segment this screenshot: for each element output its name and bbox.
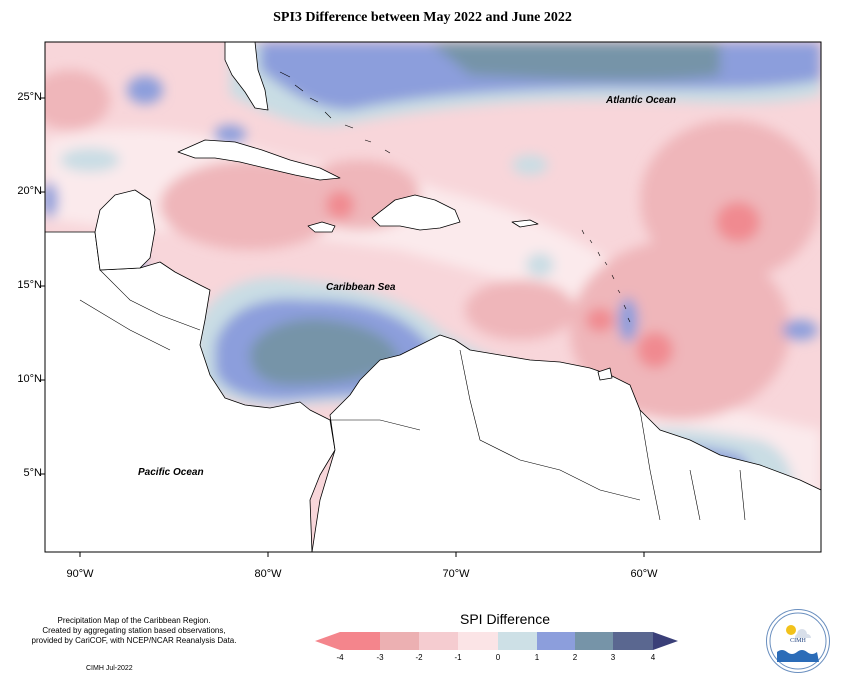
- waves-icon: [777, 650, 819, 662]
- land-jamaica: [307, 221, 336, 233]
- map-title: SPI3 Difference between May 2022 and Jun…: [273, 10, 572, 25]
- legend-tick-label: -4: [336, 653, 344, 662]
- spi-blue-spot-cuba: [214, 125, 246, 145]
- credits-line-2: Created by aggregating station based obs…: [42, 626, 226, 635]
- spi-blue-spot-west-edge: [45, 182, 58, 218]
- logo-text: CIMH: [790, 638, 806, 644]
- lon-label-60w: 60°W: [630, 568, 658, 580]
- cimh-logo: CIMH: [766, 609, 830, 673]
- lon-label-70w: 70°W: [442, 568, 470, 580]
- country-borders-central-america: [79, 269, 201, 351]
- lon-label-80w: 80°W: [254, 568, 282, 580]
- land-yucatan: [94, 189, 156, 271]
- island-chain-lesser-antilles: [581, 229, 631, 323]
- legend-swatch: [537, 632, 575, 650]
- spi-slate-south-caribbean: [249, 318, 400, 385]
- spi-blue-spot-east: [782, 320, 818, 340]
- land-florida: [224, 42, 269, 111]
- legend-colorbar: [315, 632, 678, 650]
- legend-swatch: [575, 632, 613, 650]
- legend-arrow-left: [315, 632, 340, 650]
- legend-tick-label: -2: [415, 653, 423, 662]
- legend-tick-label: 2: [572, 653, 578, 662]
- land-hispaniola: [371, 194, 461, 231]
- label-caribbean-sea: Caribbean Sea: [326, 282, 396, 293]
- legend-swatch: [498, 632, 537, 650]
- legend-swatch: [380, 632, 419, 650]
- legend-tick-label: 1: [534, 653, 540, 662]
- lat-label-10n: 10°N: [17, 373, 42, 385]
- label-pacific-ocean: Pacific Ocean: [138, 467, 204, 478]
- spi-blue-spot-bahamas: [127, 76, 163, 104]
- spi-blue-spot-lesser-antilles: [618, 298, 638, 342]
- credits-block: Precipitation Map of the Caribbean Regio…: [14, 616, 254, 646]
- lat-label-20n: 20°N: [17, 185, 42, 197]
- legend-swatch: [340, 632, 380, 650]
- country-borders-south-america: [330, 349, 746, 521]
- legend-swatch: [419, 632, 458, 650]
- spi-red-core-antilles: [586, 308, 614, 332]
- land-puerto-rico: [511, 219, 539, 228]
- map-frame: [44, 41, 822, 553]
- spi-pink-east-atlantic: [640, 120, 820, 280]
- cloud-icon: [794, 629, 811, 638]
- spi-light-spot-north: [512, 155, 548, 175]
- land-central-america: [45, 231, 336, 552]
- spi-pink-lesser-antilles: [570, 240, 790, 420]
- legend-tick-label: -3: [376, 653, 384, 662]
- lat-label-25n: 25°N: [17, 91, 42, 103]
- island-chain-bahamas: [279, 71, 391, 154]
- label-atlantic-ocean: Atlantic Ocean: [606, 95, 677, 106]
- spi-red-core-south: [637, 332, 673, 368]
- legend-tick-label: -1: [454, 653, 462, 662]
- lat-label-15n: 15°N: [17, 279, 42, 291]
- lon-label-90w: 90°W: [66, 568, 94, 580]
- credits-line-3: provided by CariCOF, with NCEP/NCAR Rean…: [31, 636, 237, 645]
- legend-title: SPI Difference: [459, 611, 550, 627]
- legend-arrow-right: [653, 632, 678, 650]
- spi-light-spot-west: [60, 148, 120, 172]
- spi-red-core-central: [326, 191, 354, 219]
- legend-tick-label: 4: [650, 653, 656, 662]
- lat-label-5n: 5°N: [23, 467, 42, 479]
- spi-pink-west-caribbean: [160, 160, 340, 250]
- spi-red-core-east: [716, 202, 760, 242]
- spi-pink-northwest: [45, 70, 110, 130]
- legend-tick-label: 0: [495, 653, 501, 662]
- legend-swatch: [458, 632, 498, 650]
- credits-line-1: Precipitation Map of the Caribbean Regio…: [57, 616, 211, 625]
- spi-light-spot-central: [526, 253, 554, 277]
- sun-icon: [786, 625, 796, 635]
- legend-tick-label: 3: [610, 653, 616, 662]
- spi-pink-south: [465, 280, 575, 340]
- spi-slate-north: [430, 42, 720, 81]
- land-cuba: [177, 139, 341, 181]
- land-trinidad: [597, 367, 613, 381]
- legend-swatch: [613, 632, 653, 650]
- credits-date: CIMH Jul-2022: [86, 665, 133, 672]
